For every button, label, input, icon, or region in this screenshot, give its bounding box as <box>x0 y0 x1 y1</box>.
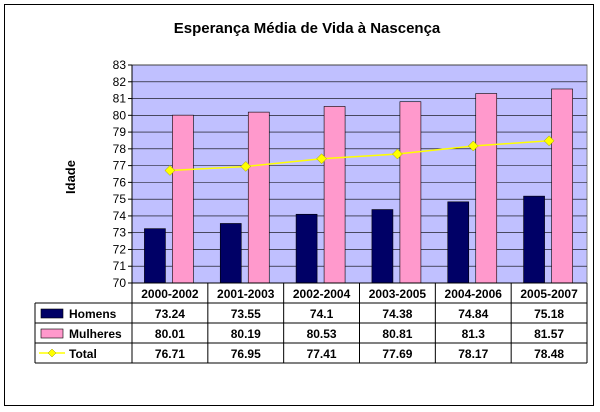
total-point <box>392 148 403 160</box>
mulheres-bar <box>323 106 346 284</box>
plot-background <box>131 64 588 284</box>
total-point <box>543 135 555 147</box>
mulheres-bar <box>475 93 498 284</box>
total-point <box>316 153 327 165</box>
data-label: 81.57 <box>534 327 564 341</box>
total-point <box>240 161 252 172</box>
mulheres-bar <box>172 114 194 284</box>
y-axis-label: Idade <box>63 160 78 194</box>
y-tick-label: 77 <box>113 159 127 173</box>
y-tick-label: 80 <box>113 108 127 122</box>
homens-bar <box>447 201 470 284</box>
y-tick-label: 72 <box>113 242 127 256</box>
x-tick-label: 2001-2003 <box>217 287 275 301</box>
data-label: 80.19 <box>231 327 261 341</box>
homens-bar <box>144 228 166 284</box>
data-label: 77.41 <box>307 347 337 361</box>
chart: Esperança Média de Vida à Nascença Idade… <box>34 20 588 364</box>
total-point <box>164 165 176 176</box>
data-label: 76.95 <box>231 347 261 361</box>
x-tick-label: 2000-2002 <box>141 287 199 301</box>
total-line <box>169 140 550 172</box>
y-tick-label: 82 <box>113 75 127 89</box>
plot-area: 70 71 72 73 74 75 76 77 78 79 80 81 82 83 <box>113 58 588 290</box>
homens-legend-swatch <box>40 308 64 319</box>
y-tick-label: 74 <box>113 209 127 223</box>
data-label: 74.1 <box>310 307 334 321</box>
total-legend-label: Total <box>69 347 97 361</box>
y-tick-label: 83 <box>113 58 127 72</box>
y-tick-label: 81 <box>113 92 127 106</box>
mulheres-bar <box>551 88 573 284</box>
y-tick-label: 73 <box>113 226 127 240</box>
data-label: 74.84 <box>458 307 488 321</box>
data-label: 74.38 <box>382 307 412 321</box>
x-tick-label: 2005-2007 <box>520 287 578 301</box>
data-label: 78.17 <box>458 347 488 361</box>
y-tick-label: 71 <box>113 259 127 273</box>
y-tick-label: 75 <box>113 192 127 206</box>
total-point <box>467 140 479 152</box>
data-label: 75.18 <box>534 307 564 321</box>
data-label: 76.71 <box>155 347 185 361</box>
homens-legend-label: Homens <box>69 307 117 321</box>
chart-title: Esperança Média de Vida à Nascença <box>174 20 441 37</box>
x-tick-label: 2003-2005 <box>369 287 427 301</box>
data-label: 80.53 <box>307 327 337 341</box>
homens-bar <box>219 223 242 284</box>
mulheres-legend-swatch <box>40 328 64 339</box>
data-label: 81.3 <box>462 327 486 341</box>
mulheres-legend-label: Mulheres <box>69 327 122 341</box>
x-tick-label: 2004-2006 <box>445 287 503 301</box>
y-tick-label: 79 <box>113 125 127 139</box>
data-label: 73.24 <box>155 307 185 321</box>
data-label: 80.81 <box>382 327 412 341</box>
homens-bar <box>523 195 545 284</box>
chart-frame: Esperança Média de Vida à Nascença Idade… <box>4 4 594 406</box>
y-tick-label: 78 <box>113 142 127 156</box>
data-label: 73.55 <box>231 307 261 321</box>
y-tick-label: 76 <box>113 175 127 189</box>
x-tick-label: 2002-2004 <box>293 287 351 301</box>
data-label: 80.01 <box>155 327 185 341</box>
data-label: 77.69 <box>382 347 412 361</box>
homens-bar <box>295 213 318 284</box>
total-legend-marker <box>47 348 57 358</box>
homens-bar <box>371 209 394 284</box>
data-table: 2000-2002 2001-2003 2002-2004 2003-2005 2004… <box>34 282 588 364</box>
mulheres-bar <box>399 101 422 284</box>
y-tick-label: 70 <box>113 276 127 290</box>
mulheres-bar <box>247 111 270 284</box>
data-label: 78.48 <box>534 347 564 361</box>
